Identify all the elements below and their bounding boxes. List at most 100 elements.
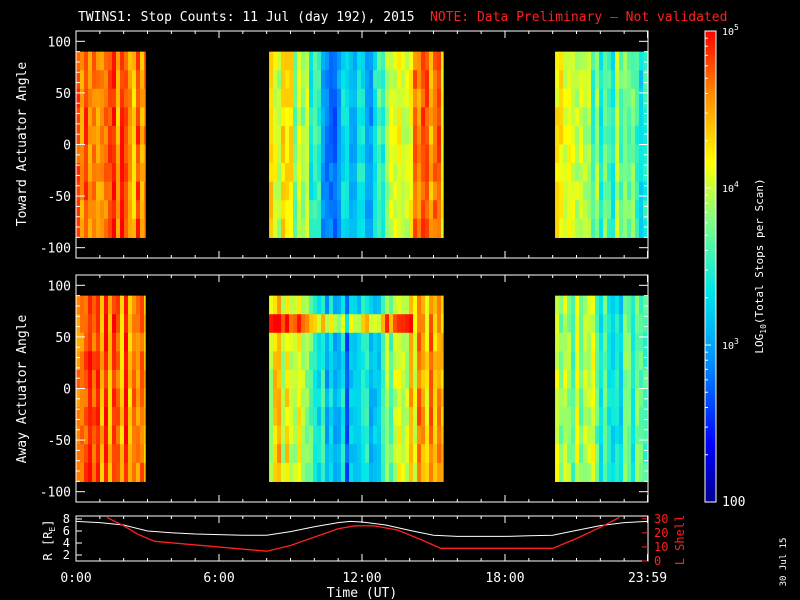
heatmap-cell	[555, 314, 560, 334]
heatmap-cell	[124, 369, 129, 390]
heatmap-cell	[409, 107, 414, 127]
heatmap-cell	[619, 407, 624, 427]
heatmap-cell	[281, 200, 286, 220]
heatmap-cell	[277, 70, 282, 90]
heatmap-cell	[301, 70, 306, 90]
heatmap-cell	[615, 70, 620, 90]
heatmap-cell	[128, 295, 133, 315]
heatmap-cell	[313, 425, 318, 445]
heatmap-cell	[317, 332, 322, 352]
heatmap-cell	[273, 295, 278, 315]
heatmap-cell	[555, 51, 560, 71]
heatmap-cell	[373, 351, 378, 371]
heatmap-cell	[309, 351, 314, 371]
heatmap-cell	[417, 163, 422, 183]
heatmap-cell	[639, 351, 644, 371]
heatmap-cell	[567, 125, 572, 146]
heatmap-cell	[92, 332, 97, 352]
heatmap-cell	[317, 369, 322, 390]
heatmap-cell	[635, 407, 640, 427]
heatmap-cell	[100, 144, 105, 164]
heatmap-cell	[615, 444, 620, 464]
heatmap-cell	[631, 425, 636, 445]
heatmap-cell	[421, 295, 426, 315]
heatmap-cell	[289, 332, 294, 352]
heatmap-cell	[591, 369, 596, 390]
heatmap-cell	[317, 144, 322, 164]
heatmap-cell	[345, 295, 350, 315]
heatmap-cell	[377, 70, 382, 90]
heatmap-cell	[417, 295, 422, 315]
heatmap-cell	[273, 200, 278, 220]
heatmap-cell	[389, 181, 394, 201]
heatmap-cell	[273, 407, 278, 427]
heatmap-cell	[437, 218, 442, 238]
heatmap-cell	[389, 425, 394, 445]
heatmap-cell	[361, 163, 366, 183]
heatmap-cell	[437, 125, 442, 146]
heatmap-cell	[313, 144, 318, 164]
heatmap-cell	[599, 462, 604, 482]
heatmap-cell	[441, 351, 444, 371]
heatmap-cell	[571, 107, 576, 127]
heatmap-cell	[365, 444, 370, 464]
heatmap-cell	[353, 407, 358, 427]
heatmap-cell	[313, 295, 318, 315]
heatmap-cell	[639, 407, 644, 427]
heatmap-cell	[627, 181, 632, 201]
heatmap-cell	[341, 144, 346, 164]
heatmap-cell	[289, 125, 294, 146]
heatmap-cell	[563, 388, 568, 408]
heatmap-cell	[575, 88, 580, 108]
heatmap-cell	[409, 462, 414, 482]
heatmap-cell	[108, 200, 113, 220]
heatmap-cell	[293, 407, 298, 427]
heatmap-cell	[643, 218, 648, 238]
heatmap-cell	[80, 181, 85, 201]
heatmap-cell	[405, 388, 410, 408]
heatmap-cell	[373, 107, 378, 127]
heatmap-cell	[559, 369, 564, 390]
heatmap-cell	[325, 181, 330, 201]
y-tick-label: 0	[63, 139, 71, 154]
heatmap-cell	[297, 425, 302, 445]
heatmap-cell	[433, 218, 438, 238]
heatmap-cell	[285, 70, 290, 90]
heatmap-cell	[595, 70, 600, 90]
heatmap-cell	[555, 107, 560, 127]
heatmap-cell	[281, 163, 286, 183]
heatmap-cell	[277, 181, 282, 201]
heatmap-cell	[136, 144, 141, 164]
heatmap-cell	[421, 351, 426, 371]
heatmap-cell	[317, 388, 322, 408]
heatmap-cell	[317, 444, 322, 464]
heatmap-cell	[84, 388, 89, 408]
heatmap-cell	[305, 295, 310, 315]
heatmap-cell	[333, 351, 338, 371]
heatmap-cell	[349, 369, 354, 390]
heatmap-cell	[124, 444, 129, 464]
heatmap-cell	[575, 351, 580, 371]
heatmap-cell	[433, 444, 438, 464]
heatmap-cell	[281, 88, 286, 108]
heatmap-cell	[341, 369, 346, 390]
heatmap-cell	[337, 125, 342, 146]
heatmap-cell	[333, 144, 338, 164]
heatmap-cell	[397, 181, 402, 201]
heatmap-cell	[345, 181, 350, 201]
heatmap-cell	[575, 407, 580, 427]
heatmap-cell	[635, 88, 640, 108]
heatmap-cell	[361, 407, 366, 427]
heatmap-cell	[273, 163, 278, 183]
heatmap-cell	[112, 295, 117, 315]
heatmap-cell	[409, 181, 414, 201]
heatmap-cell	[100, 295, 105, 315]
heatmap-cell	[623, 332, 628, 352]
heatmap-cell	[293, 388, 298, 408]
heatmap-cell	[309, 444, 314, 464]
heatmap-cell	[643, 125, 648, 146]
heatmap-cell	[104, 462, 109, 482]
heatmap-cell	[377, 462, 382, 482]
heatmap-cell	[120, 125, 125, 146]
heatmap-cell	[599, 332, 604, 352]
